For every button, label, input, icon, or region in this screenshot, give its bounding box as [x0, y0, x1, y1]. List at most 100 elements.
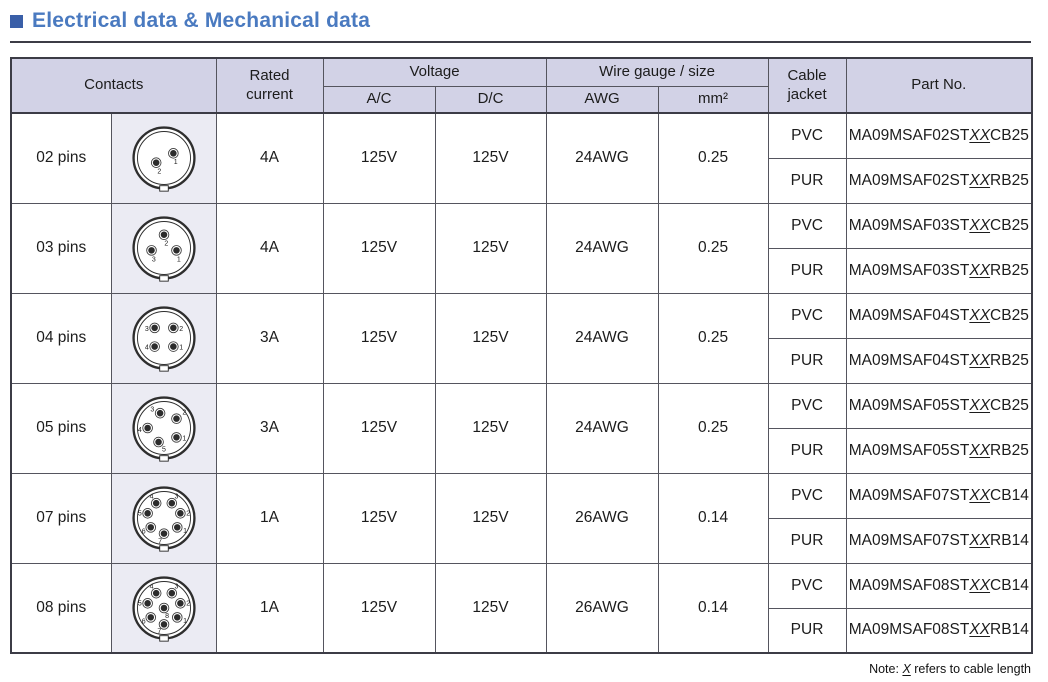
pin-diagram: 4 3 5 2 6 7 1 8	[110, 562, 217, 654]
contacts-label: 07 pins	[10, 472, 112, 564]
voltage-ac-value: 125V	[322, 382, 436, 474]
voltage-ac-value: 125V	[322, 292, 436, 384]
pin-diagram: 2 3 1	[110, 202, 217, 294]
awg-value: 24AWG	[545, 112, 659, 204]
jacket-value: PUR	[767, 607, 847, 654]
svg-text:2: 2	[179, 326, 183, 333]
svg-text:3: 3	[174, 494, 178, 501]
part-number: MA09MSAF08STXXRB14	[845, 607, 1033, 654]
svg-text:3: 3	[151, 256, 155, 263]
jacket-value: PUR	[767, 157, 847, 204]
svg-text:5: 5	[137, 600, 141, 607]
footnote: Note: X refers to cable length	[869, 662, 1031, 676]
contacts-label: 04 pins	[10, 292, 112, 384]
svg-text:2: 2	[164, 241, 168, 248]
table-row: PUR MA09MSAF05STXXRB25	[11, 427, 1033, 474]
voltage-ac-value: 125V	[322, 562, 436, 654]
voltage-ac-value: 125V	[322, 472, 436, 564]
col-header-awg: AWG	[545, 86, 659, 114]
awg-value: 24AWG	[545, 382, 659, 474]
svg-text:2: 2	[186, 600, 190, 607]
part-number: MA09MSAF02STXXRB25	[845, 157, 1033, 204]
part-number: MA09MSAF07STXXCB14	[845, 472, 1033, 519]
table-row: PUR MA09MSAF02STXXRB25	[11, 157, 1033, 204]
jacket-value: PVC	[767, 202, 847, 249]
jacket-value: PUR	[767, 337, 847, 384]
part-number: MA09MSAF04STXXRB25	[845, 337, 1033, 384]
mm2-value: 0.14	[657, 472, 769, 564]
jacket-value: PUR	[767, 247, 847, 294]
svg-text:1: 1	[179, 345, 183, 352]
svg-text:7: 7	[158, 539, 162, 546]
voltage-ac-value: 125V	[322, 202, 436, 294]
svg-text:3: 3	[150, 407, 154, 414]
awg-value: 24AWG	[545, 202, 659, 294]
spec-table: Contacts Rated current Voltage Wire gaug…	[10, 57, 1034, 654]
section-bullet-icon	[10, 14, 23, 28]
table-row: 05 pins 3 2 4 5 1 3A 125V 125V 24AWG 0.25 PV…	[10, 382, 1033, 474]
svg-text:2: 2	[182, 410, 186, 417]
part-number: MA09MSAF07STXXRB14	[845, 517, 1033, 564]
table-row: 04 pins 3 2 4 1 3A 125V 125V 24AWG 0.25 PVC…	[10, 292, 1033, 384]
rated-current-value: 4A	[215, 112, 324, 204]
rated-current-value: 1A	[215, 562, 324, 654]
col-header-mm2: mm²	[657, 86, 769, 114]
svg-text:2: 2	[157, 169, 161, 176]
svg-text:4: 4	[149, 494, 153, 501]
part-number: MA09MSAF03STXXRB25	[845, 247, 1033, 294]
mm2-value: 0.25	[657, 382, 769, 474]
svg-text:4: 4	[149, 583, 153, 590]
voltage-dc-value: 125V	[434, 202, 547, 294]
part-number: MA09MSAF03STXXCB25	[845, 202, 1033, 249]
awg-value: 26AWG	[545, 472, 659, 564]
svg-text:4: 4	[137, 427, 141, 434]
col-header-cable-jacket: Cable jacket	[767, 57, 847, 114]
voltage-ac-value: 125V	[322, 112, 436, 204]
svg-text:3: 3	[174, 583, 178, 590]
col-header-part-no: Part No.	[845, 57, 1033, 114]
title-underline	[10, 41, 1031, 43]
voltage-dc-value: 125V	[434, 112, 547, 204]
svg-text:1: 1	[182, 435, 186, 442]
col-header-wire-gauge: Wire gauge / size	[545, 57, 769, 87]
voltage-dc-value: 125V	[434, 472, 547, 564]
jacket-value: PVC	[767, 472, 847, 519]
svg-text:4: 4	[144, 345, 148, 352]
col-header-voltage: Voltage	[322, 57, 547, 87]
table-row: PUR MA09MSAF03STXXRB25	[11, 247, 1033, 294]
contacts-label: 03 pins	[10, 202, 112, 294]
svg-text:6: 6	[141, 529, 145, 536]
pin-diagram: 4 3 5 2 6 7 1	[110, 472, 217, 564]
mm2-value: 0.25	[657, 202, 769, 294]
pin-diagram: 3 2 4 5 1	[110, 382, 217, 474]
rated-current-value: 1A	[215, 472, 324, 564]
awg-value: 24AWG	[545, 292, 659, 384]
rated-current-value: 3A	[215, 292, 324, 384]
contacts-label: 05 pins	[10, 382, 112, 474]
table-row: PUR MA09MSAF08STXXRB14	[11, 607, 1033, 654]
svg-text:5: 5	[137, 511, 141, 518]
mm2-value: 0.14	[657, 562, 769, 654]
jacket-value: PUR	[767, 427, 847, 474]
col-header-contacts: Contacts	[10, 57, 217, 114]
datasheet-page: Electrical data & Mechanical data Contac…	[10, 9, 1034, 676]
svg-text:1: 1	[183, 618, 187, 625]
awg-value: 26AWG	[545, 562, 659, 654]
header-row-1: Contacts Rated current Voltage Wire gaug…	[10, 57, 1033, 114]
jacket-value: PUR	[767, 517, 847, 564]
svg-text:1: 1	[173, 159, 177, 166]
svg-text:6: 6	[141, 618, 145, 625]
contacts-label: 08 pins	[10, 562, 112, 654]
voltage-dc-value: 125V	[434, 292, 547, 384]
header-row-2: A/C D/C AWG mm²	[11, 86, 1032, 114]
jacket-value: PVC	[767, 562, 847, 609]
contacts-label: 02 pins	[10, 112, 112, 204]
part-number: MA09MSAF02STXXCB25	[845, 112, 1033, 159]
voltage-dc-value: 125V	[434, 562, 547, 654]
pin-diagram: 3 2 4 1	[110, 292, 217, 384]
col-header-rated-current: Rated current	[215, 57, 324, 114]
voltage-dc-value: 125V	[434, 382, 547, 474]
